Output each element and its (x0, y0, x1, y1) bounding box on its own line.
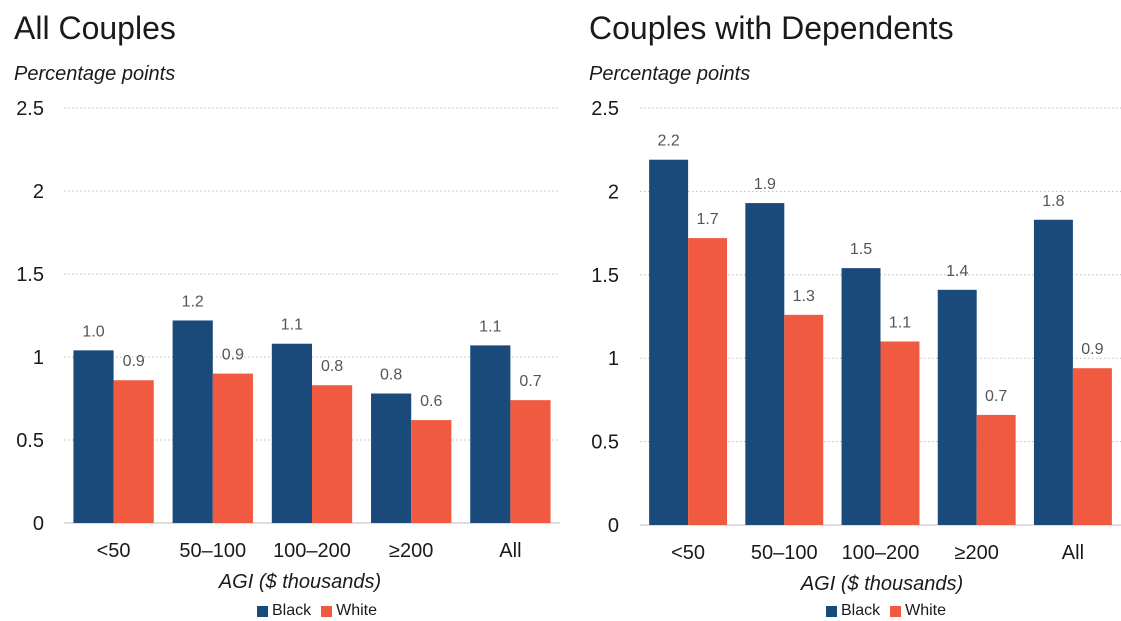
y-tick-label: 2.5 (16, 98, 44, 120)
y-tick-label: 0 (608, 515, 619, 537)
y-tick-label: 2 (608, 181, 619, 203)
bar-chart-couples-with-dependents: 0 0.5 1 1.5 2 2.5 2.2 1.7 <50 1.9 1.3 50–100 1.5 1.1 1… (591, 98, 1121, 595)
bar-white (113, 380, 154, 523)
legend-swatch-white (890, 605, 902, 617)
chart-title: All Couples (14, 10, 176, 46)
chart-panel-couples-with-dependents: Couples with Dependents Percentage point… (575, 0, 1121, 621)
y-tick-label: 0 (33, 513, 44, 535)
bar-black (73, 350, 114, 523)
bar-white (510, 400, 551, 523)
legend-swatch-black (826, 605, 837, 617)
data-label: 0.8 (321, 358, 343, 375)
y-tick-label: 2.5 (591, 98, 619, 120)
chart-title: Couples with Dependents (589, 10, 954, 46)
bar-white (880, 341, 920, 525)
bar-white (411, 420, 452, 523)
x-tick-label: <50 (671, 542, 705, 564)
data-label: 0.7 (985, 388, 1007, 405)
bar-white (1072, 368, 1112, 525)
y-tick-label: 2 (33, 181, 44, 203)
chart-panel-all-couples: All Couples Percentage points 0 0.5 1 1.5 2 2… (0, 0, 560, 621)
x-tick-label: 100–200 (842, 542, 920, 564)
bar-chart-all-couples: 0 0.5 1 1.5 2 2.5 1.0 0.9 <50 1.2 0.9 50–100 1.1 0.8 1… (16, 98, 560, 593)
y-tick-label: 0.5 (591, 432, 619, 454)
data-label: 2.2 (657, 133, 679, 150)
x-axis-title: AGI ($ thousands) (218, 571, 381, 593)
data-label: 1.1 (281, 317, 303, 334)
x-tick-label: ≥200 (955, 542, 999, 564)
x-axis-title: AGI ($ thousands) (800, 573, 963, 595)
data-label: 1.8 (1042, 193, 1064, 210)
data-label: 1.3 (793, 288, 815, 305)
legend-swatch-black (257, 605, 268, 617)
legend-item-white: White (321, 602, 377, 620)
bar-white (784, 314, 824, 525)
bar-black (470, 345, 511, 523)
legend-label-white: White (905, 602, 947, 619)
x-tick-label: 50–100 (751, 542, 818, 564)
bar-white (312, 385, 353, 523)
x-tick-label: <50 (97, 540, 131, 562)
bar-white (976, 414, 1016, 525)
data-label: 1.9 (754, 176, 776, 193)
bar-black (745, 203, 785, 526)
legend-item-white: White (890, 602, 946, 620)
y-axis-label: Percentage points (589, 63, 751, 85)
legend-item-black: Black (826, 602, 880, 620)
data-label: 0.9 (123, 353, 145, 370)
x-tick-label: 50–100 (179, 540, 246, 562)
x-tick-label: All (1062, 542, 1084, 564)
data-label: 0.9 (1081, 341, 1103, 358)
data-label: 0.8 (380, 367, 402, 384)
legend: Black White (826, 601, 946, 621)
bar-white (212, 373, 253, 523)
bar-black (1033, 219, 1073, 526)
y-tick-label: 1.5 (16, 264, 44, 286)
legend-label-black: Black (272, 602, 312, 619)
x-tick-label: All (499, 540, 521, 562)
data-label: 1.4 (946, 263, 968, 280)
bar-black (172, 320, 213, 523)
y-tick-label: 1 (33, 347, 44, 369)
bar-black (271, 343, 312, 523)
data-label: 1.1 (479, 318, 501, 335)
bar-black (937, 289, 977, 525)
legend-swatch-white (321, 605, 333, 617)
y-axis-label: Percentage points (14, 63, 176, 85)
y-tick-label: 0.5 (16, 430, 44, 452)
data-label: 1.1 (889, 315, 911, 332)
bar-black (371, 393, 412, 523)
legend-label-white: White (336, 602, 378, 619)
y-tick-label: 1.5 (591, 265, 619, 287)
legend: Black White (257, 601, 377, 621)
legend-item-black: Black (257, 602, 311, 620)
legend-label-black: Black (841, 602, 881, 619)
data-label: 0.7 (519, 373, 541, 390)
bar-black (841, 268, 881, 525)
data-label: 1.5 (850, 241, 872, 258)
data-label: 0.6 (420, 393, 442, 410)
data-label: 0.9 (222, 347, 244, 364)
bar-white (688, 238, 728, 525)
x-tick-label: 100–200 (273, 540, 351, 562)
data-label: 1.2 (182, 293, 204, 310)
bar-black (649, 159, 689, 525)
y-tick-label: 1 (608, 348, 619, 370)
data-label: 1.7 (696, 211, 718, 228)
x-tick-label: ≥200 (389, 540, 433, 562)
data-label: 1.0 (82, 323, 104, 340)
